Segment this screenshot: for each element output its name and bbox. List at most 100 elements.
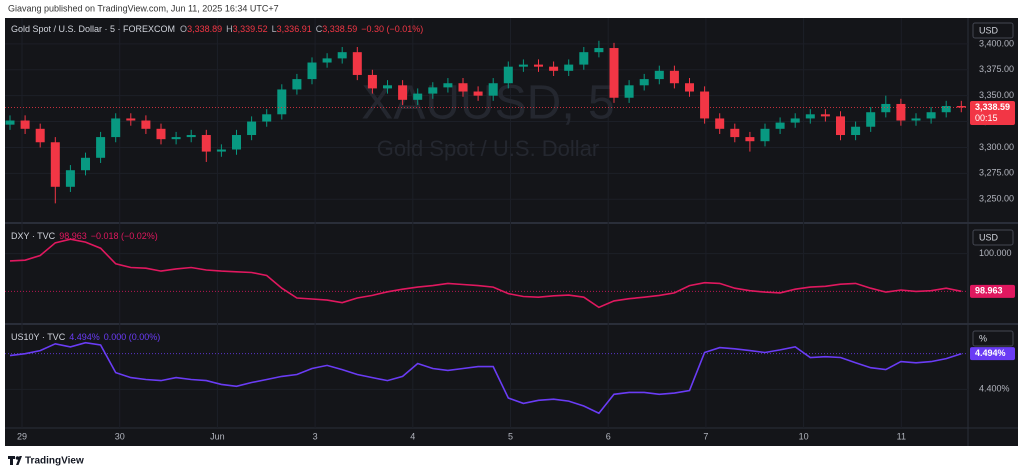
candle-body	[398, 85, 408, 100]
candle-body	[50, 142, 60, 187]
time-label: 29	[17, 431, 27, 441]
candle-body	[669, 70, 679, 84]
candle-body	[428, 87, 438, 94]
candle-body	[730, 128, 740, 138]
ohlc-key: O	[180, 24, 187, 34]
candle-body	[715, 118, 725, 129]
ohlc-key: H	[226, 24, 233, 34]
candle-body	[503, 66, 513, 84]
candle-body	[292, 79, 302, 90]
legend-change: −0.018 (−0.02%)	[91, 231, 158, 241]
time-label: Jun	[210, 431, 225, 441]
candle-body	[20, 120, 30, 129]
candle-body	[549, 66, 559, 71]
candle-body	[383, 85, 392, 89]
last-price-box	[970, 284, 1015, 298]
ohlc-key: C	[316, 24, 323, 34]
candle-body	[322, 58, 332, 63]
time-label: 4	[410, 431, 415, 441]
time-label: 10	[799, 431, 809, 441]
currency-button[interactable]	[972, 22, 1014, 39]
candle-body	[216, 149, 226, 152]
candle-body	[624, 85, 634, 98]
candle-body	[866, 112, 876, 127]
candle-body	[413, 93, 423, 100]
bar-countdown: 00:15	[975, 113, 998, 123]
candle-body	[5, 120, 15, 125]
ohlc-value: 3,338.59	[322, 24, 357, 34]
candle-body	[609, 48, 619, 98]
price-tick-label: 3,400.00	[979, 38, 1014, 48]
candle-body	[564, 64, 574, 71]
candle-body	[851, 126, 861, 136]
pane-legend: Gold Spot / U.S. Dollar · 5 · FOREXCOM O 3…	[11, 24, 423, 34]
candle-body	[685, 83, 694, 92]
legend-value: 4.494%	[69, 332, 100, 342]
currency-button[interactable]	[972, 229, 1014, 246]
candle-body	[443, 83, 453, 88]
watermark: XAUUSD, 5	[361, 77, 614, 130]
candle-body	[775, 122, 785, 129]
currency-label: %	[979, 333, 987, 343]
candle-body	[337, 52, 347, 59]
line-series	[9, 238, 962, 309]
time-label: 6	[606, 431, 611, 441]
currency-button[interactable]	[972, 330, 1014, 347]
candle-body	[926, 112, 936, 119]
candle-body	[141, 120, 151, 129]
last-price-box	[970, 347, 1015, 361]
candle-body	[760, 128, 770, 142]
price-tick-label: 4.400%	[979, 384, 1010, 394]
candle-body	[126, 118, 136, 121]
price-tick-label: 100.000	[979, 248, 1012, 258]
price-tick-label: 3,275.00	[979, 168, 1014, 178]
candle-body	[805, 114, 815, 119]
candle-body	[171, 137, 181, 140]
symbol-name: Gold Spot / U.S. Dollar · 5 · FOREXCOM	[11, 24, 175, 34]
candle-body	[639, 79, 649, 86]
candle-body	[96, 137, 106, 158]
last-price-label: 98.963	[975, 286, 1003, 296]
candle-body	[111, 118, 121, 138]
candle-body	[262, 114, 272, 122]
watermark-sub: Gold Spot / U.S. Dollar	[377, 136, 600, 161]
symbol-name: DXY · TVC	[11, 231, 56, 241]
candle-body	[232, 135, 241, 150]
legend-change: 0.000 (0.00%)	[104, 332, 161, 342]
candle-body	[81, 157, 90, 171]
time-label: 11	[897, 431, 906, 441]
candle-body	[911, 118, 921, 121]
candle-body	[201, 135, 211, 152]
candle-body	[156, 128, 166, 140]
price-tick-label: 3,375.00	[979, 64, 1014, 74]
candle-body	[473, 91, 483, 96]
candle-body	[790, 118, 800, 123]
symbol-name: US10Y · TVC	[11, 332, 66, 342]
candle-body	[534, 64, 543, 67]
candle-body	[700, 91, 710, 119]
candle-body	[956, 106, 966, 108]
brand-name: TradingView	[25, 456, 84, 467]
candle-body	[458, 83, 468, 92]
candle-body	[820, 114, 830, 117]
chart-background	[5, 18, 1018, 446]
time-label: 30	[115, 431, 125, 441]
currency-label: USD	[979, 232, 999, 242]
candle-body	[65, 170, 75, 187]
candle-body	[247, 121, 257, 136]
candle-body	[186, 135, 196, 138]
brand-logo: TradingView	[8, 456, 84, 467]
candle-body	[881, 103, 891, 113]
candle-body	[277, 89, 287, 115]
currency-label: USD	[979, 25, 999, 35]
last-price-label: 3,338.59	[975, 102, 1010, 112]
candle-body	[352, 52, 362, 75]
candle-body	[518, 64, 528, 67]
published-note: Giavang published on TradingView.com, Ju…	[8, 3, 279, 13]
candle-body	[579, 52, 589, 65]
last-price-label: 4.494%	[975, 348, 1006, 358]
ohlc-value: 3,336.91	[277, 24, 312, 34]
candle-body	[594, 48, 604, 53]
price-tick-label: 3,300.00	[979, 142, 1014, 152]
